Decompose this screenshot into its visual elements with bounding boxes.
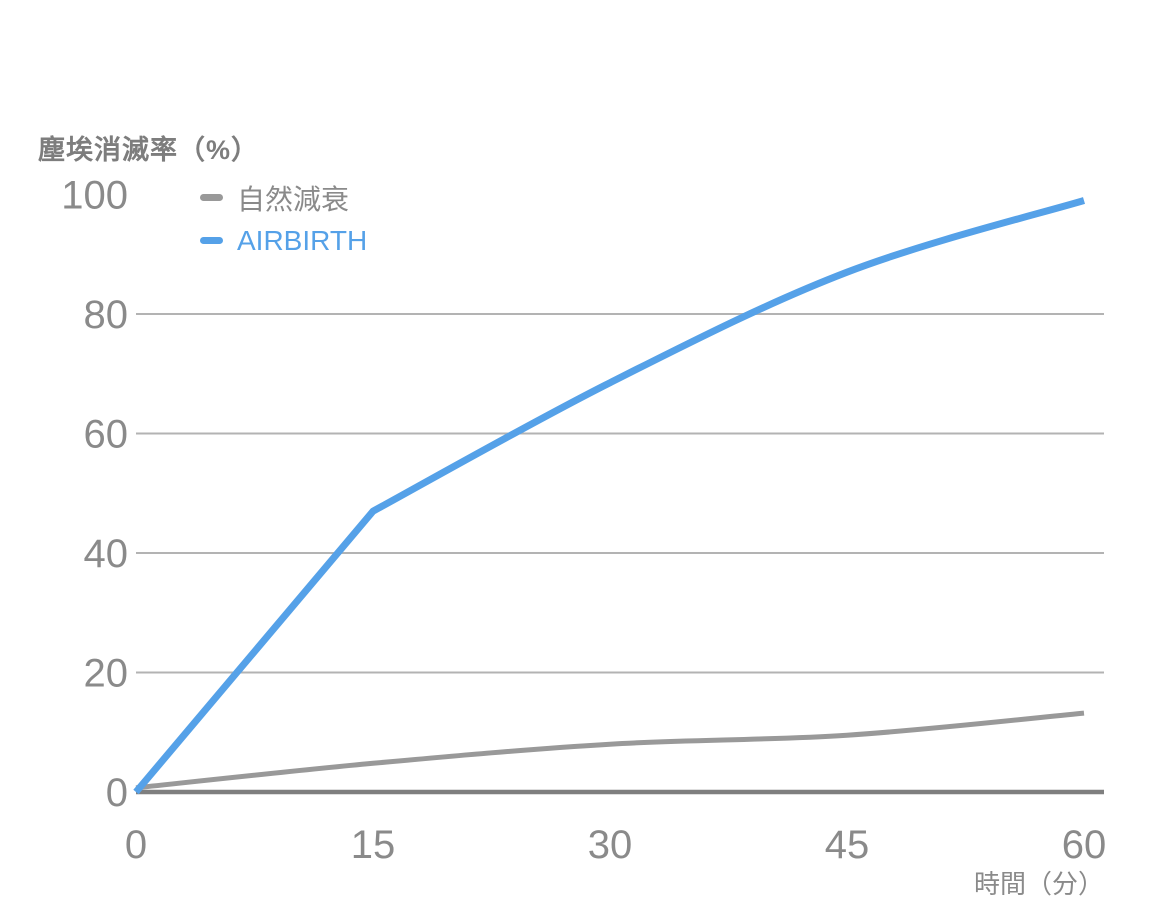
series-line-1 [133,197,1086,795]
legend-item-0: 自然減衰 [200,176,367,219]
legend-item-1: AIRBIRTH [200,219,367,262]
y-tick-label-60: 60 [84,413,129,457]
x-axis-label: 時間（分） [973,869,1104,899]
chart-title: 塵埃消滅率（%） [38,135,260,165]
y-tick-label-20: 20 [84,652,129,696]
x-tick-label-30: 30 [588,823,633,867]
chart-legend: 自然減衰 AIRBIRTH [200,176,367,262]
x-tick-label-0: 0 [125,823,147,867]
y-tick-label-80: 80 [84,293,129,337]
y-tick-label-40: 40 [84,532,129,576]
legend-label: AIRBIRTH [237,224,368,256]
legend-line-swatch [200,237,223,244]
x-tick-label-15: 15 [351,823,396,867]
legend-label: 自然減衰 [237,183,350,215]
series-line-0 [135,710,1085,791]
x-tick-label-60: 60 [1062,823,1107,867]
x-tick-label-45: 45 [825,823,870,867]
y-tick-label-0: 0 [106,771,128,815]
legend-line-swatch [200,194,223,201]
y-tick-label-100: 100 [61,174,128,218]
